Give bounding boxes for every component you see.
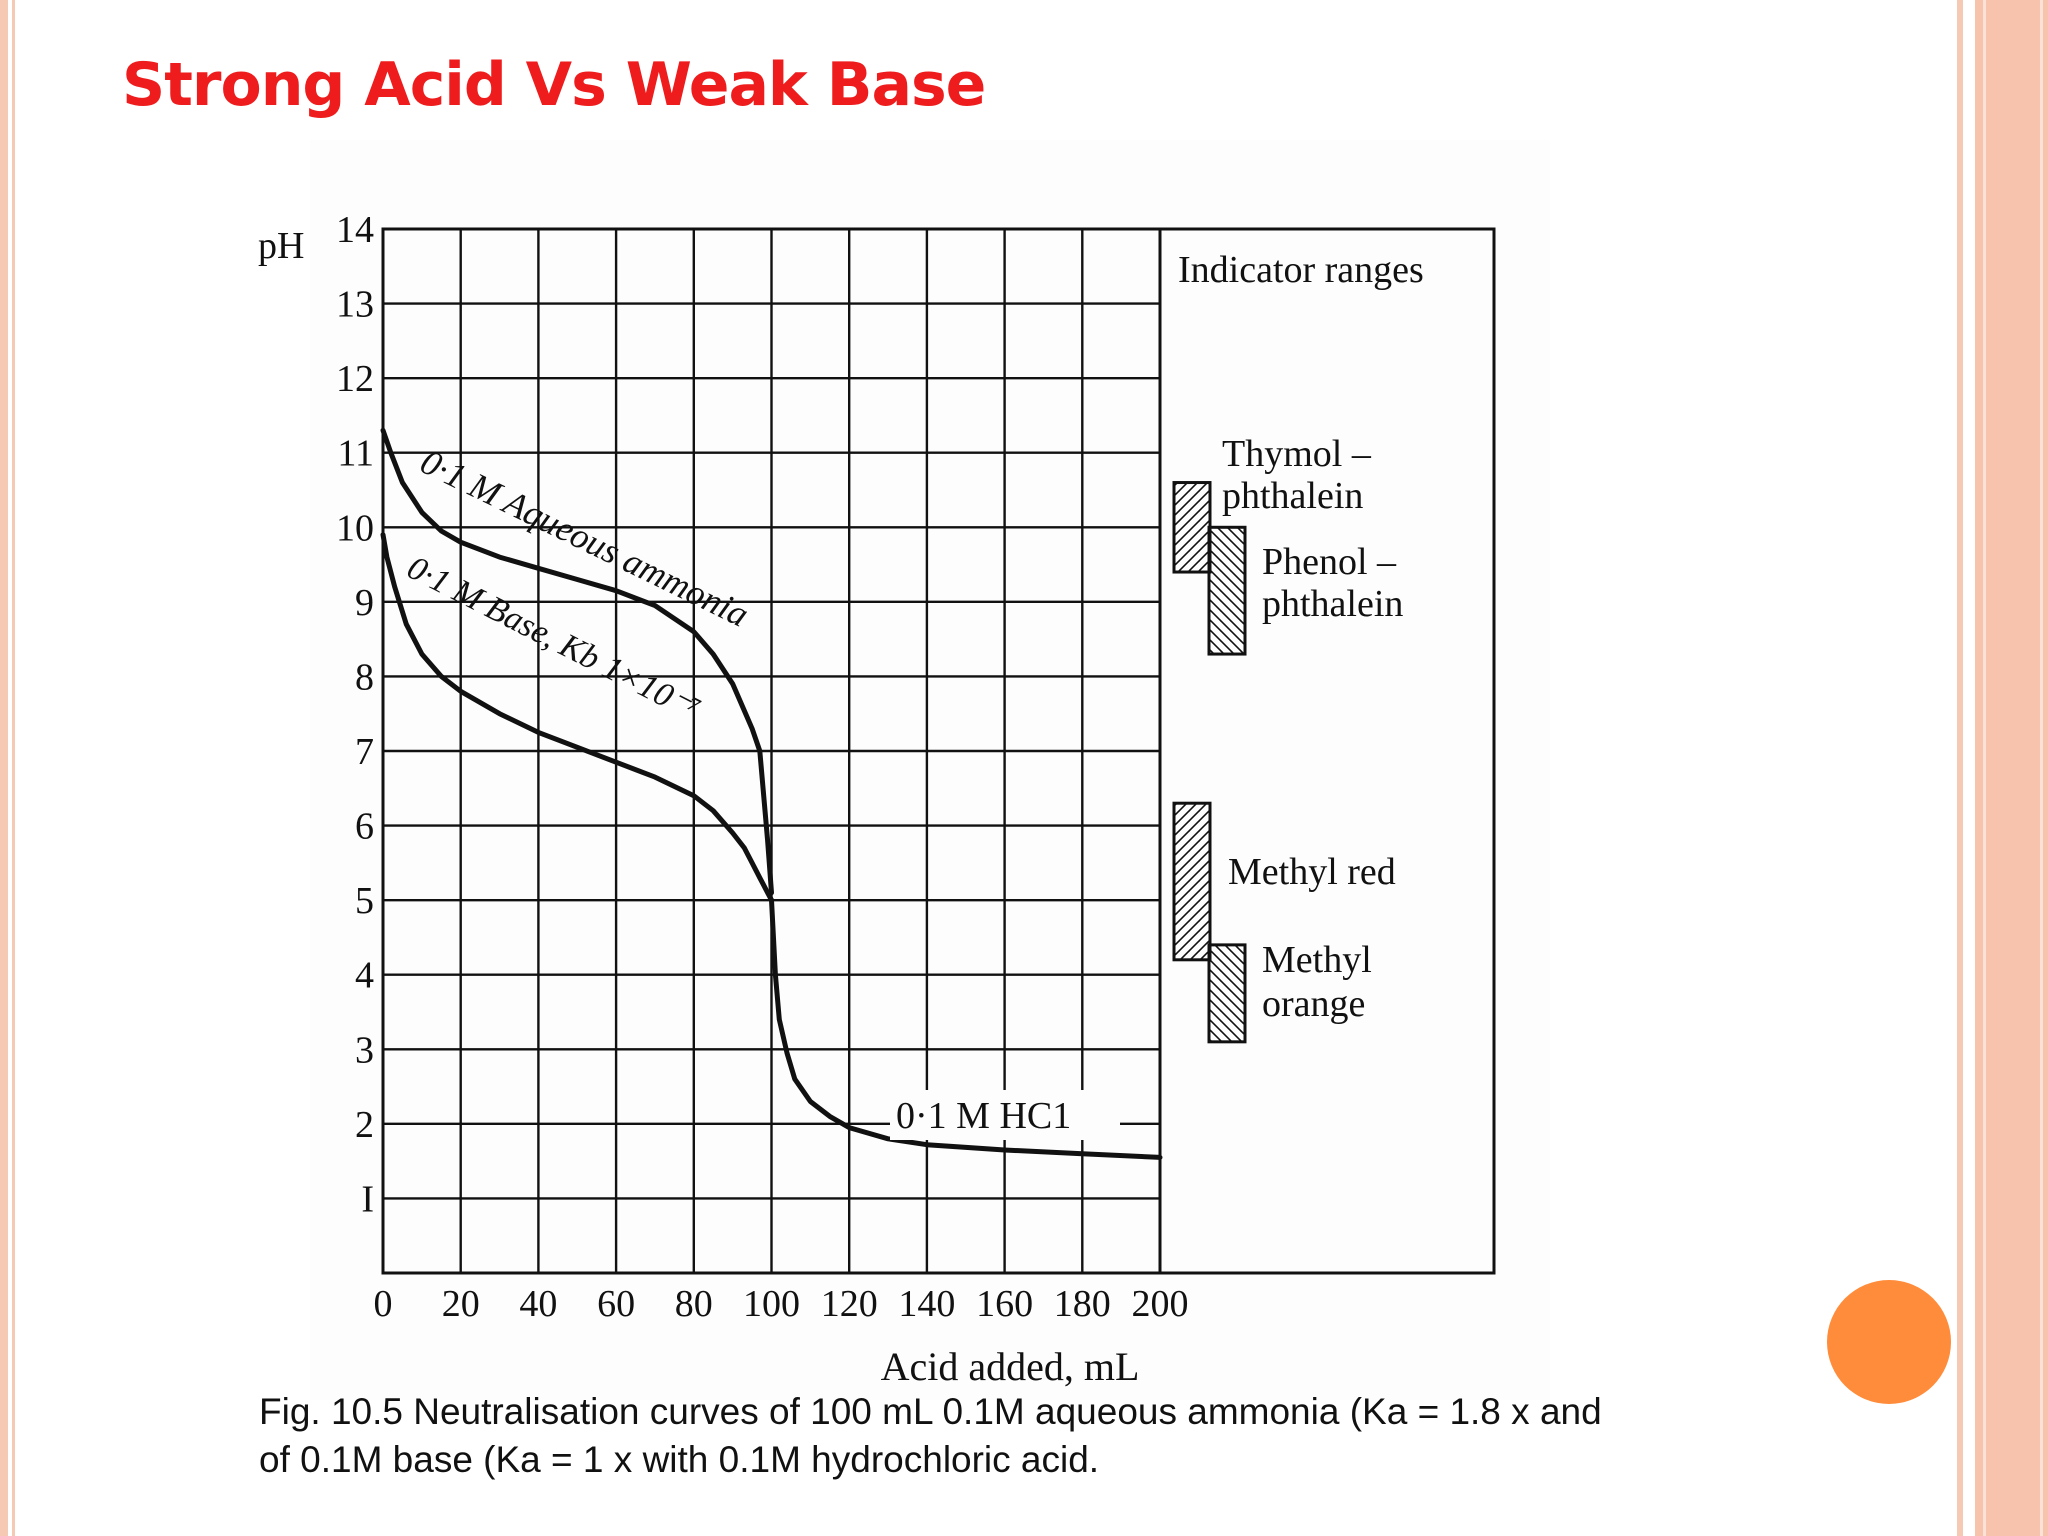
x-tick-label-0: 0 xyxy=(374,1283,393,1325)
indicator-label-thymolphthalein-2: phthalein xyxy=(1222,475,1363,517)
indicator-range-bar-0 xyxy=(1172,481,1212,574)
x-tick-label-80: 80 xyxy=(675,1283,713,1325)
y-tick-label-9: 9 xyxy=(355,582,374,624)
x-tick-label-180: 180 xyxy=(1054,1283,1111,1325)
slide-title: Strong Acid Vs Weak Base xyxy=(122,50,986,120)
indicator-label-methyl-orange-2: orange xyxy=(1262,983,1365,1025)
plot-frame xyxy=(381,227,1496,1275)
titration-curve-1 xyxy=(380,532,774,903)
x-tick-label-140: 140 xyxy=(898,1283,955,1325)
y-tick-label-14: 14 xyxy=(336,209,374,251)
y-tick-label-11: 11 xyxy=(337,433,374,475)
slide-border-right-highlight-2 xyxy=(2040,0,2043,1536)
x-tick-label-20: 20 xyxy=(442,1283,480,1325)
figure-caption: Fig. 10.5 Neutralisation curves of 100 m… xyxy=(259,1388,1819,1484)
slide-border-right xyxy=(1975,0,2048,1536)
y-tick-label-10: 10 xyxy=(336,507,374,549)
x-tick-label-100: 100 xyxy=(743,1283,800,1325)
y-tick-label-6: 6 xyxy=(355,806,374,848)
y-tick-label-3: 3 xyxy=(355,1029,374,1071)
indicator-range-bar-3 xyxy=(1207,943,1247,1044)
y-tick-label-8: 8 xyxy=(355,656,374,698)
curve-label-hcl: 0·1 M HC1 xyxy=(896,1095,1071,1137)
titration-curve-2 xyxy=(769,897,1163,1160)
indicator-label-thymolphthalein-1: Thymol – xyxy=(1222,433,1372,475)
indicator-label-phenolphthalein-1: Phenol – xyxy=(1262,541,1397,583)
indicator-label-phenolphthalein-2: phthalein xyxy=(1262,583,1403,625)
indicator-label-methyl-orange-1: Methyl xyxy=(1262,939,1372,981)
y-axis-label: pH xyxy=(258,225,304,267)
x-tick-label-160: 160 xyxy=(976,1283,1033,1325)
caption-line-2: of 0.1M base (Ka = 1 x with 0.1M hydroch… xyxy=(259,1439,1100,1480)
figure-background xyxy=(310,140,1550,1400)
hcl-label-mask xyxy=(890,1090,1120,1140)
indicator-label-methyl-red: Methyl red xyxy=(1228,851,1396,893)
y-tick-label-12: 12 xyxy=(336,358,374,400)
slide-border-right-line xyxy=(1957,0,1963,1536)
y-tick-label-1: I xyxy=(361,1178,374,1220)
y-tick-label-2: 2 xyxy=(355,1104,374,1146)
indicator-range-bar-1 xyxy=(1207,525,1247,656)
y-tick-label-7: 7 xyxy=(355,731,374,773)
slide-border-left-line xyxy=(12,0,15,1536)
x-axis-label: Acid added, mL xyxy=(881,1344,1140,1389)
y-tick-label-13: 13 xyxy=(336,284,374,326)
x-tick-label-60: 60 xyxy=(597,1283,635,1325)
x-tick-label-120: 120 xyxy=(821,1283,878,1325)
caption-line-1: Fig. 10.5 Neutralisation curves of 100 m… xyxy=(259,1391,1602,1432)
y-tick-label-5: 5 xyxy=(355,880,374,922)
titration-curve-0 xyxy=(380,427,774,896)
indicator-panel-title: Indicator ranges xyxy=(1178,249,1424,291)
x-tick-label-40: 40 xyxy=(519,1283,557,1325)
x-tick-label-200: 200 xyxy=(1132,1283,1189,1325)
slide-border-right-highlight xyxy=(1983,0,1986,1536)
y-tick-label-4: 4 xyxy=(355,955,374,997)
decorative-orange-circle xyxy=(1827,1280,1951,1404)
slide-border-left xyxy=(0,0,8,1536)
indicator-range-bar-2 xyxy=(1172,801,1212,962)
